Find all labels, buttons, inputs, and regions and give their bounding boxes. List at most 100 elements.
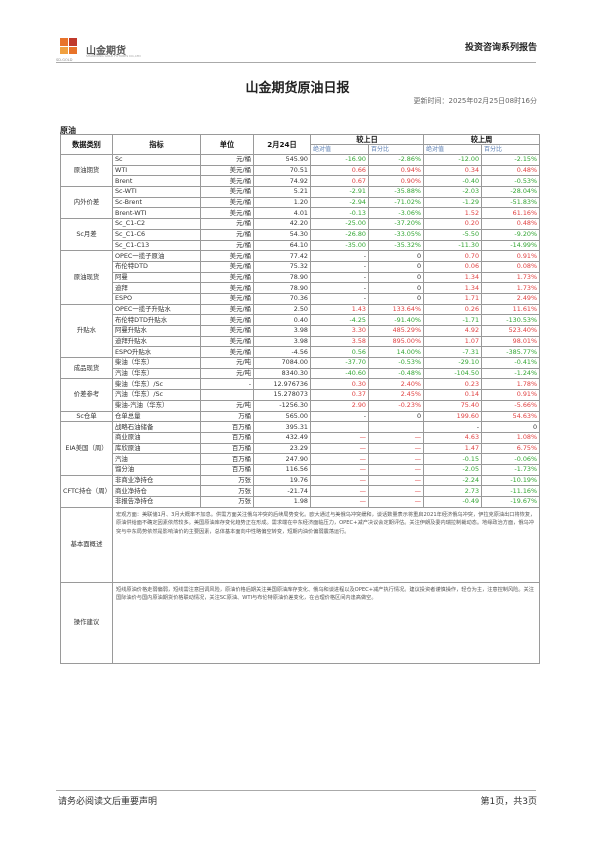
week-pct-cell: -0.41% — [481, 357, 541, 369]
table-row: 迪拜 美元/桶 78.90-0 1.34 1.73% — [61, 282, 541, 294]
table-row: WTI 美元/桶 70.51 0.66 0.94% 0.34 0.48% — [61, 164, 541, 177]
report-series: 投资咨询系列报告 — [464, 43, 537, 53]
day-pct-cell: 0 — [367, 271, 425, 284]
table-row: Brent 美元/桶 74.92 0.67 0.90% -0.40 -0.53% — [61, 175, 541, 188]
day-pct-cell: 0.94% — [367, 164, 425, 177]
category-cell: 原油期货 — [60, 153, 113, 188]
unit-cell: 美元/桶 — [200, 164, 254, 177]
unit-cell: 万张 — [200, 485, 254, 497]
week-pct-cell: -51.83% — [481, 196, 541, 209]
header-category: 数据类别 — [60, 134, 113, 155]
indicator-cell: 布伦特DTD — [112, 260, 201, 273]
week-abs-cell: 4.63 — [423, 431, 483, 444]
day-abs-cell: 1.43 — [310, 303, 369, 316]
indicator-cell: Sc-WTI — [112, 186, 201, 198]
unit-cell: 美元/桶 — [200, 260, 254, 273]
day-abs-cell: — — [310, 453, 369, 465]
table-row: 柴油-汽油（华东） 元/吨 -1256.30 2.90 -0.23% 75.40 -5.66… — [61, 399, 541, 412]
day-abs-cell: -26.80 — [310, 228, 369, 241]
indicator-cell: 布伦特DTD升贴水 — [112, 314, 201, 326]
update-time: 更新时间：2025年02月25日08时16分 — [413, 97, 537, 105]
week-pct-cell: 2.49% — [481, 292, 541, 305]
value-cell: 3.98 — [253, 335, 311, 348]
indicator-cell: ESPO — [112, 292, 201, 305]
unit-cell: 百万桶 — [200, 442, 254, 455]
value-cell: 75.32 — [253, 260, 311, 273]
indicator-cell: Sc_C1-C6 — [112, 228, 201, 241]
day-pct-cell: -0.23% — [367, 399, 425, 412]
day-abs-cell: -2.91 — [310, 186, 369, 198]
week-pct-cell: 1.08% — [481, 431, 541, 444]
week-abs-cell: -12.00 — [423, 154, 483, 166]
week-abs-cell: 0.20 — [423, 218, 483, 230]
value-cell: 247.90 — [253, 453, 311, 465]
indicator-cell: WTI — [112, 164, 201, 177]
unit-cell: 美元/桶 — [200, 335, 254, 348]
unit-cell: 万张 — [200, 474, 254, 487]
week-pct-cell: 523.40% — [481, 325, 541, 337]
value-cell: 565.00 — [253, 410, 311, 423]
table-row: 阿曼 美元/桶 78.90-0 1.34 1.73% — [61, 271, 541, 284]
day-pct-cell: 2.40% — [367, 378, 425, 391]
value-cell: 0.40 — [253, 314, 311, 326]
day-abs-cell: - — [310, 410, 369, 423]
week-abs-cell: -2.05 — [423, 463, 483, 476]
value-cell: 8340.30 — [253, 367, 311, 380]
day-pct-cell: — — [367, 431, 425, 444]
week-pct-cell: 11.61% — [481, 303, 541, 316]
week-abs-cell: 0.26 — [423, 303, 483, 316]
day-pct-cell: -33.05% — [367, 228, 425, 241]
footer-rule — [56, 790, 536, 791]
week-pct-cell: 0.48% — [481, 218, 541, 230]
week-pct-cell: 0 — [481, 421, 541, 433]
table-row: Sc仓单 仓单总量 万桶 565.00-0 199.60 54.63% — [60, 410, 541, 423]
week-abs-cell: 4.92 — [423, 325, 483, 337]
page-title: 山金期货原油日报 — [245, 81, 350, 96]
subheader-day-pct: 百分比 — [367, 144, 425, 155]
day-pct-cell: 2.45% — [367, 389, 425, 401]
day-pct-cell: 133.64% — [367, 303, 425, 316]
value-cell: 395.31 — [253, 421, 311, 433]
footer-disclaimer: 请务必阅读文后重要声明 — [58, 797, 158, 807]
week-abs-cell: -2.24 — [423, 474, 483, 487]
value-cell: 70.51 — [253, 164, 311, 177]
indicator-cell: 非报告净持仓 — [112, 496, 201, 508]
advice-row: 操作建议 短线原油价格走弱偏弱，短线需注意回调风险，原油价格后期关注美国原油库存… — [60, 581, 541, 664]
day-abs-cell: 0.66 — [310, 164, 369, 177]
category-cell: Sc仓单 — [60, 410, 113, 423]
week-abs-cell: 75.40 — [423, 399, 483, 412]
week-abs-cell: 1.07 — [423, 335, 483, 348]
day-pct-cell: — — [367, 453, 425, 465]
table-row: EIA美国（周） 战略石油储备 百万桶 395.31-0 — [60, 421, 541, 476]
overview-row: 基本面概述 宏观方面：美联储1月、3月大概率不加息。供需方面关注俄乌冲突的后续局… — [60, 506, 541, 583]
week-pct-cell: -19.67% — [481, 496, 541, 508]
table-row: Brent-WTI 美元/桶 4.01 -0.13 -3.06% 1.52 61.16% — [61, 207, 541, 220]
week-pct-cell: -14.99% — [481, 239, 541, 252]
unit-cell: 美元/桶 — [200, 207, 254, 220]
week-abs-cell: -104.50 — [423, 367, 483, 380]
unit-cell: 元/桶 — [200, 218, 254, 230]
day-pct-cell: 0 — [367, 292, 425, 305]
company-logo-icon — [60, 38, 77, 54]
week-abs-cell: 0.34 — [423, 164, 483, 177]
value-cell: 42.20 — [253, 218, 311, 230]
week-pct-cell: 61.16% — [481, 207, 541, 220]
table-row: Sc_C1-C13 元/桶 64.10 -35.00 -35.32% -11.30 -14.… — [61, 239, 541, 252]
value-cell: 1.20 — [253, 196, 311, 209]
overview-label: 基本面概述 — [60, 506, 113, 583]
unit-cell: 美元/桶 — [200, 250, 254, 262]
table-row: 成品现货 柴油（华东） 元/吨 7084.00 -37.70 -0.53% -29.10 -0… — [60, 357, 541, 380]
day-abs-cell: 3.58 — [310, 335, 369, 348]
crude-data-table: 数据类别 指标 单位 2月24日 较上日 较上周 绝对值 百分比 绝对值 百分比… — [60, 134, 541, 664]
value-cell: 4.01 — [253, 207, 311, 220]
indicator-cell: OPEC一揽子升贴水 — [112, 303, 201, 316]
value-cell: 3.98 — [253, 325, 311, 337]
subheader-week-abs: 绝对值 — [423, 144, 483, 155]
indicator-cell: 汽油（华东）/Sc — [112, 389, 201, 401]
day-abs-cell: — — [310, 442, 369, 455]
day-abs-cell: -25.00 — [310, 218, 369, 230]
day-pct-cell: 0.90% — [367, 175, 425, 188]
week-abs-cell: 0.14 — [423, 389, 483, 401]
section-title: 原油 — [60, 126, 76, 135]
indicator-cell: Sc-Brent — [112, 196, 201, 209]
